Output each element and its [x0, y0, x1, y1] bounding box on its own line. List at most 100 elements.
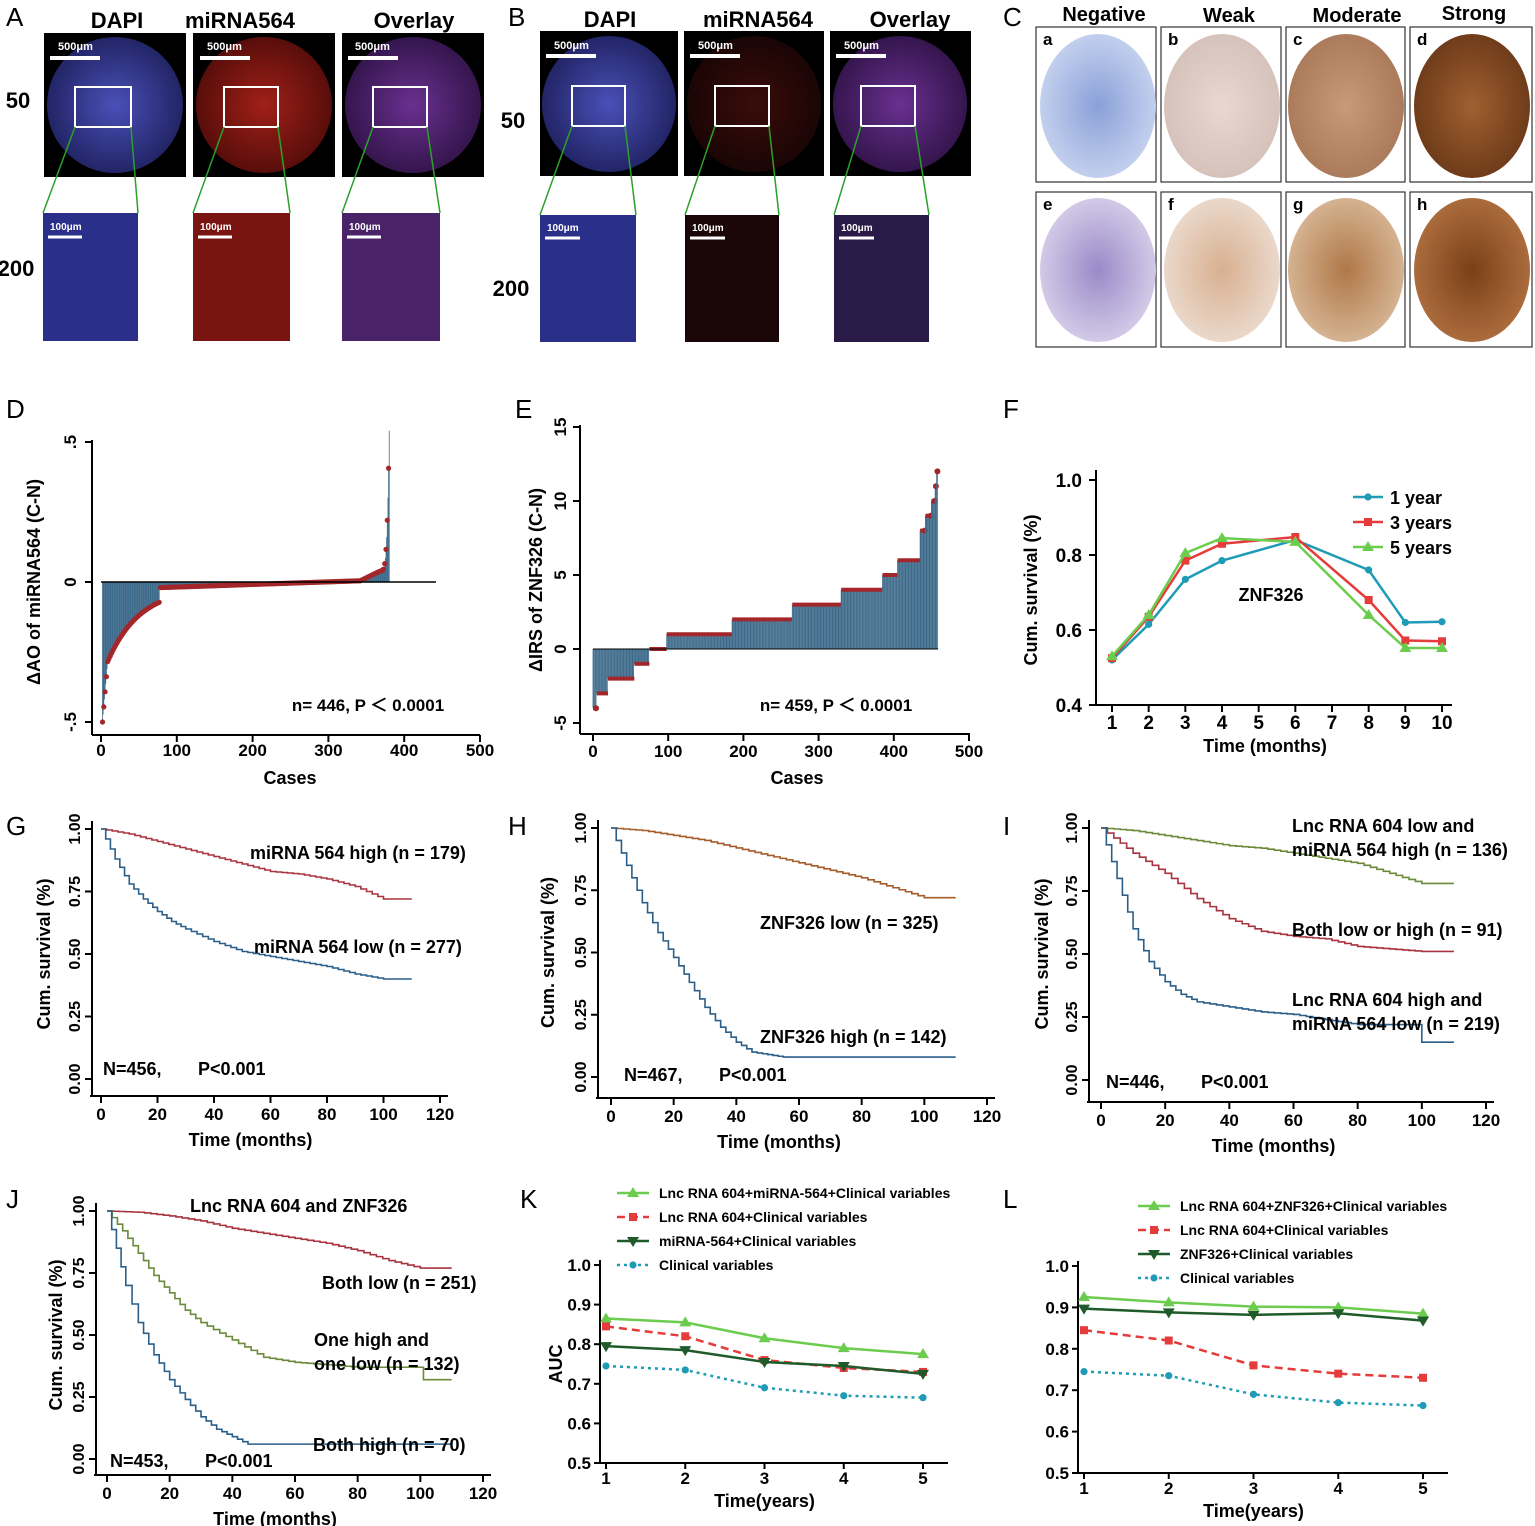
y-tick-label: 10 — [551, 492, 570, 511]
panel-letter-e: E — [515, 394, 532, 424]
y-axis-label: AUC — [546, 1345, 566, 1384]
x-tick-label: 2 — [1164, 1479, 1173, 1498]
data-point — [1247, 1300, 1260, 1311]
tissue-core — [833, 36, 967, 172]
panel-letter-h: H — [508, 811, 527, 841]
panel-letter-b: B — [508, 2, 525, 32]
data-point — [1362, 609, 1375, 619]
survival-curve — [101, 828, 412, 980]
x-tick-label: 20 — [160, 1484, 179, 1503]
x-axis-label: Time (months) — [1212, 1136, 1336, 1156]
data-point — [103, 674, 109, 680]
col-label-dapi: DAPI — [91, 8, 144, 33]
x-tick-label: 120 — [469, 1484, 497, 1503]
panel-letter-g: G — [6, 811, 26, 841]
x-axis-label: Time (months) — [213, 1509, 337, 1526]
zoom-line — [624, 125, 637, 216]
tissue-core — [1164, 34, 1280, 178]
scale-label: 500μm — [355, 41, 390, 53]
data-point — [1080, 1326, 1088, 1335]
y-tick-label: 15 — [551, 418, 570, 437]
chart-d-waterfall: 0 100 200 300 400 500 -.5 0 .5 ΔAO of miRNA564 (C… — [24, 430, 494, 788]
survival-curve — [107, 1210, 452, 1269]
data-point — [1218, 557, 1226, 565]
chart-f-line: 1 2 3 4 5 6 7 8 9 10 0.4 0.6 0.8 1.0 Cum. survival (%)… — [1021, 470, 1453, 756]
chart-e-waterfall: 0 100 200 300 400 500 -5 0 5 10 15 ΔIRS of ZNF326 (… — [526, 418, 983, 788]
series-label: miRNA 564 low (n = 219) — [1292, 1014, 1500, 1034]
x-tick-label: 7 — [1327, 713, 1338, 734]
data-point — [1436, 642, 1448, 652]
y-tick-label: 1.00 — [71, 1195, 88, 1226]
annotation: n= 459, P ＜ 0.0001 — [760, 696, 912, 715]
data-point — [681, 1332, 690, 1341]
scale-label: 100μm — [200, 222, 232, 233]
zoom-line — [42, 126, 76, 214]
y-axis-label: Cum. survival (%) — [1021, 514, 1041, 665]
series-line — [1111, 538, 1443, 661]
series-label: one low (n = 132) — [314, 1354, 460, 1374]
zoom-line — [130, 126, 139, 214]
p-value: P<0.001 — [205, 1451, 273, 1471]
micrograph-mirna-200 — [685, 215, 779, 342]
data-point — [1106, 650, 1118, 661]
data-point — [383, 546, 389, 552]
legend-label: Lnc RNA 604+Clinical variables — [659, 1209, 868, 1225]
tissue-core — [47, 37, 183, 173]
x-tick-label: 80 — [1348, 1111, 1367, 1130]
x-tick-label: 60 — [790, 1107, 809, 1126]
tissue-core — [345, 37, 481, 173]
y-tick-label: 1.0 — [1045, 1257, 1069, 1276]
tissue-core — [196, 37, 332, 173]
scale-label: 100μm — [841, 223, 873, 234]
series-line — [1111, 536, 1442, 658]
x-tick-label: 400 — [880, 742, 908, 761]
data-point — [837, 1361, 850, 1372]
x-tick-label: 500 — [466, 741, 494, 760]
zoom-box — [223, 86, 279, 128]
x-tick-label: 100 — [654, 742, 682, 761]
data-point — [1417, 1316, 1429, 1327]
x-tick-label: 80 — [318, 1105, 337, 1124]
x-axis-label: Time (months) — [1203, 736, 1327, 756]
x-tick-label: 5 — [918, 1469, 927, 1488]
zoom-box — [860, 85, 916, 127]
tile-letter: d — [1417, 30, 1427, 49]
data-point — [1419, 1401, 1427, 1410]
y-tick-label: 0.5 — [1045, 1464, 1069, 1483]
series-line — [1083, 1370, 1424, 1407]
x-tick-label: 4 — [1334, 1479, 1344, 1498]
data-point — [917, 1369, 929, 1380]
p-value: P<0.001 — [1201, 1072, 1269, 1092]
survival-curve — [101, 828, 412, 900]
zoom-box — [571, 85, 626, 127]
panel-letter-i: I — [1003, 811, 1010, 841]
x-tick-label: 10 — [1431, 713, 1452, 734]
y-tick-label: 0.7 — [567, 1375, 591, 1394]
tissue-core — [687, 36, 821, 172]
data-point — [382, 561, 388, 567]
legend-label: Lnc RNA 604+miRNA-564+Clinical variables — [659, 1185, 950, 1201]
zoom-box — [74, 86, 132, 128]
zoom-line — [277, 126, 291, 214]
data-point — [1218, 539, 1226, 548]
legend-label: miRNA-564+Clinical variables — [659, 1233, 856, 1249]
y-tick-label: 0.25 — [67, 1001, 84, 1032]
x-tick-label: 6 — [1290, 713, 1301, 734]
data-point — [102, 689, 108, 695]
data-point — [1080, 1367, 1088, 1376]
col-label-mirna564: miRNA564 — [703, 7, 814, 32]
legend-marker — [627, 1187, 639, 1197]
panel-b: B DAPI miRNA564 Overlay 50 200 500μm 500… — [493, 2, 971, 342]
x-tick-label: 60 — [261, 1105, 280, 1124]
data-point — [1417, 1307, 1429, 1318]
data-point — [1247, 1310, 1260, 1321]
x-tick-label: 20 — [664, 1107, 683, 1126]
zoom-line — [914, 125, 930, 216]
p-value: P<0.001 — [719, 1065, 787, 1085]
x-axis-label: Time(years) — [714, 1491, 815, 1511]
y-tick-label: 0.75 — [573, 875, 590, 906]
data-point — [1334, 1399, 1342, 1407]
y-tick-label: 0.8 — [1056, 546, 1082, 567]
series-label: Both low (n = 251) — [322, 1273, 477, 1293]
zoom-line — [684, 125, 716, 216]
